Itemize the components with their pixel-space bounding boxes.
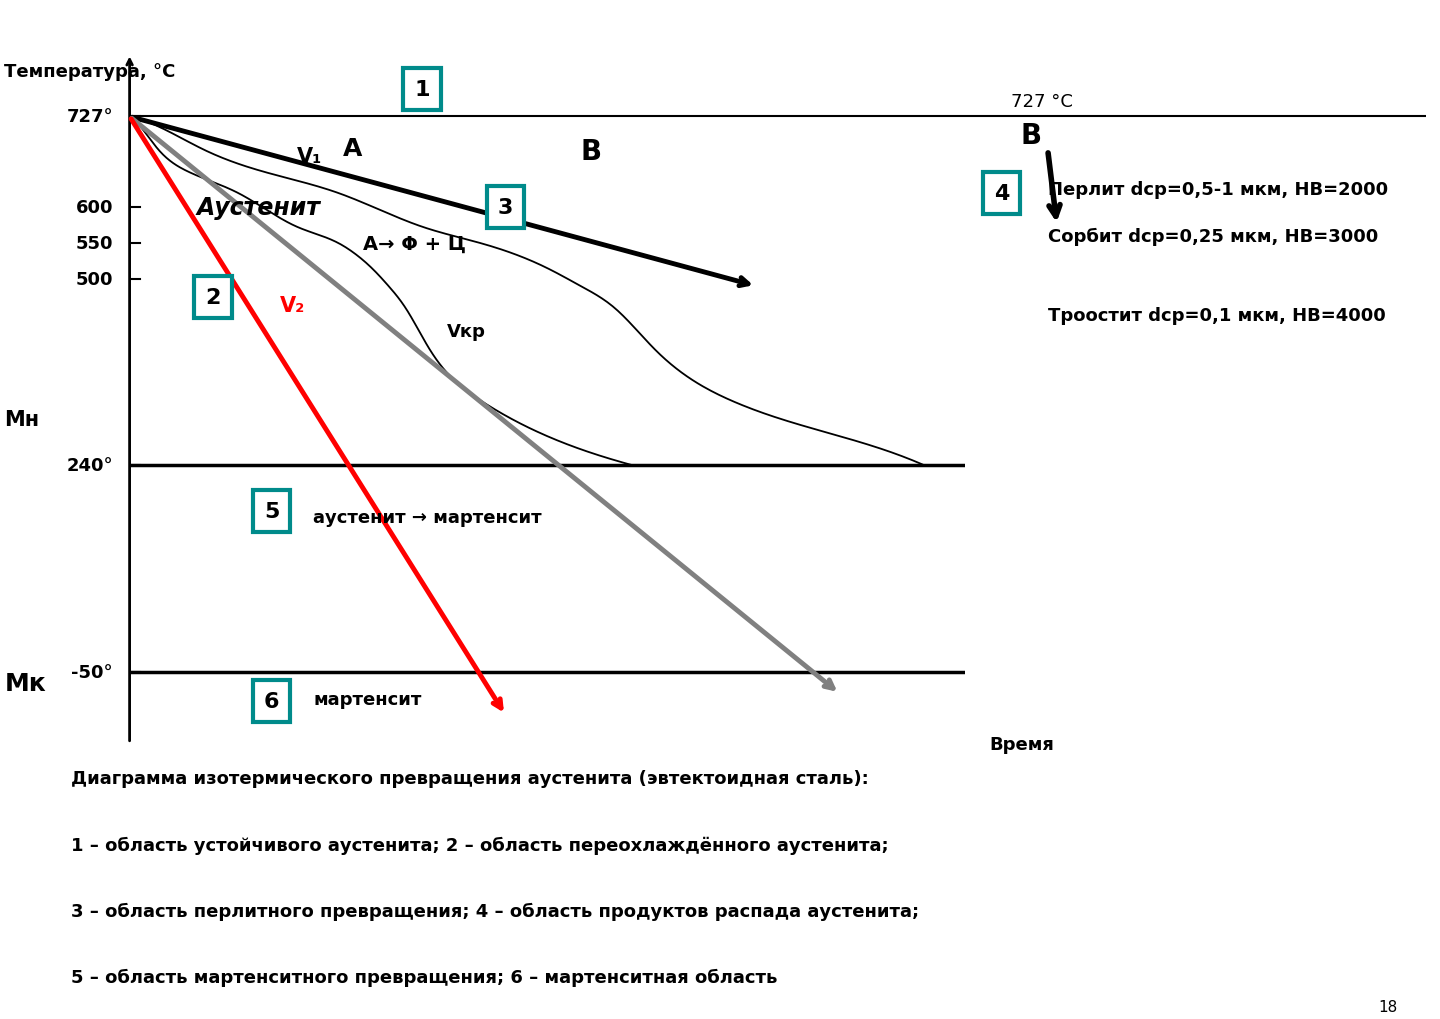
Text: V₂: V₂ [279,296,305,316]
Text: 600: 600 [75,199,112,217]
Text: мартенсит: мартенсит [314,691,422,708]
Text: A: A [343,137,361,161]
Text: 6: 6 [264,691,279,711]
Text: 1: 1 [415,81,429,100]
Text: Температура, °C: Температура, °C [4,63,176,82]
Text: Сорбит dср=0,25 мкм, HB=3000: Сорбит dср=0,25 мкм, HB=3000 [1048,227,1378,246]
Text: 727°: 727° [66,108,112,126]
Text: 5 – область мартенситного превращения; 6 – мартенситная область: 5 – область мартенситного превращения; 6… [71,968,778,986]
Text: 727 °C: 727 °C [1011,94,1073,111]
Text: 1 – область устойчивого аустенита; 2 – область переохлаждённого аустенита;: 1 – область устойчивого аустенита; 2 – о… [71,836,888,854]
Text: Перлит dср=0,5-1 мкм, HB=2000: Перлит dср=0,5-1 мкм, HB=2000 [1048,181,1388,200]
Text: Mн: Mн [4,410,39,430]
Text: Диаграмма изотермического превращения аустенита (эвтектоидная сталь):: Диаграмма изотермического превращения ау… [71,769,868,788]
Text: 4: 4 [994,183,1009,204]
Text: аустенит → мартенсит: аустенит → мартенсит [314,508,541,527]
Text: 2: 2 [206,287,220,308]
Text: Троостит dср=0,1 мкм, HB=4000: Троостит dср=0,1 мкм, HB=4000 [1048,307,1385,324]
Text: 3: 3 [498,198,513,218]
Text: 5: 5 [264,501,279,522]
Text: Mк: Mк [4,672,46,695]
Text: Время: Время [989,735,1054,753]
Text: 3 – область перлитного превращения; 4 – область продуктов распада аустенита;: 3 – область перлитного превращения; 4 – … [71,902,919,920]
Text: B: B [580,138,602,165]
Text: A→ Φ + Ц: A→ Φ + Ц [363,234,467,254]
Text: Vкр: Vкр [446,323,485,340]
Text: -50°: -50° [71,663,112,682]
Text: 18: 18 [1378,999,1398,1014]
Text: V₁: V₁ [297,147,323,166]
Text: 240°: 240° [66,457,112,474]
Text: 550: 550 [75,234,112,253]
Text: B: B [1020,122,1041,150]
Text: 500: 500 [75,271,112,288]
Text: Аустенит: Аустенит [196,197,321,220]
